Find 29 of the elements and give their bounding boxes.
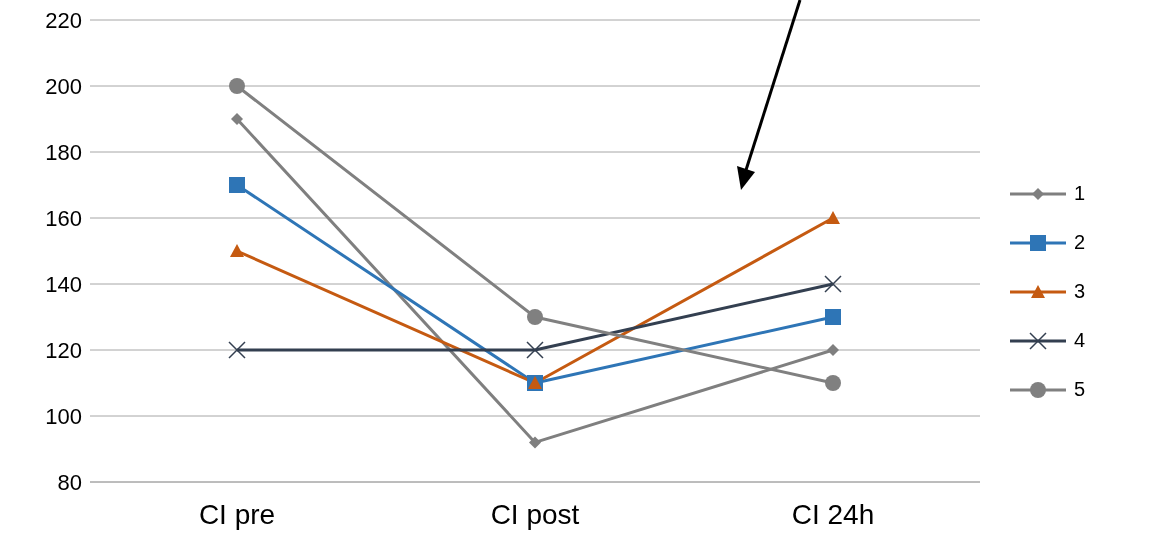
point <box>529 436 541 449</box>
legend-label: 4 <box>1074 329 1086 352</box>
x-tick-label: CI post <box>490 498 580 530</box>
y-tick-label: 180 <box>45 139 82 165</box>
y-tick-label: 220 <box>45 7 82 33</box>
point <box>827 344 839 356</box>
point <box>825 309 841 325</box>
point <box>229 177 245 193</box>
point <box>526 341 544 359</box>
point <box>527 309 543 325</box>
legend-label: 3 <box>1074 280 1086 303</box>
point <box>228 341 246 359</box>
y-tick-label: 100 <box>45 403 82 429</box>
y-tick-label: 140 <box>45 271 82 297</box>
point <box>229 78 245 94</box>
y-tick-label: 120 <box>45 337 82 363</box>
legend-label: 5 <box>1074 378 1086 401</box>
point <box>825 375 841 391</box>
x-tick-label: CI pre <box>198 498 276 530</box>
y-tick-label: 80 <box>57 469 82 495</box>
legend-label: 2 <box>1074 231 1086 254</box>
point <box>826 211 840 224</box>
y-tick-label: 200 <box>45 73 82 99</box>
x-tick-label: CI 24h <box>791 498 875 530</box>
legend-label: 1 <box>1074 182 1086 205</box>
point <box>230 244 244 257</box>
point <box>824 275 842 293</box>
y-tick-label: 160 <box>45 205 82 231</box>
point <box>231 113 243 125</box>
